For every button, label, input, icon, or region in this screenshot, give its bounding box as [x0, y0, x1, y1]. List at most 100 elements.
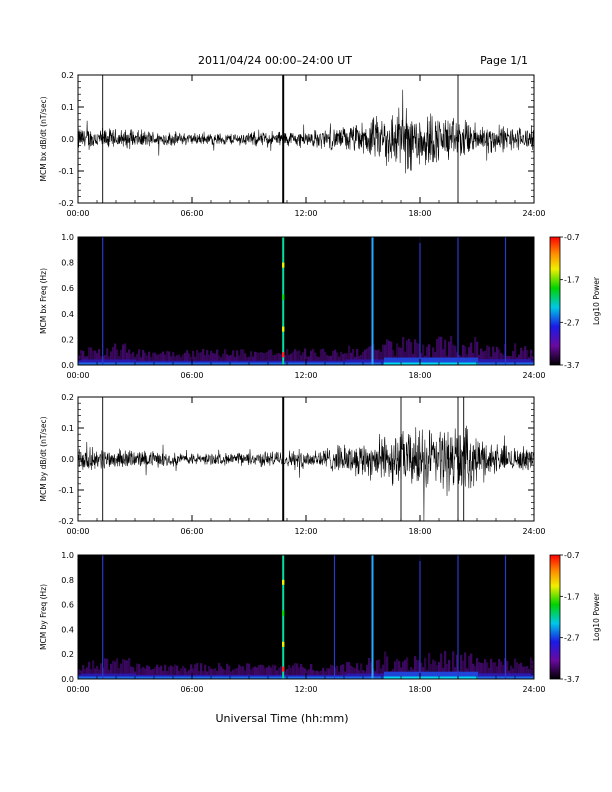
spectral-power-base — [498, 676, 501, 679]
spectral-power — [468, 655, 471, 679]
spectral-power-low — [496, 359, 499, 365]
spectral-power-low — [120, 359, 123, 365]
spectral-power — [292, 351, 295, 365]
spectral-power-low — [498, 359, 501, 365]
spectral-power-base — [316, 676, 319, 679]
spectral-power-low — [126, 359, 129, 365]
spectral-power-base — [160, 362, 163, 365]
spectral-power-low — [396, 357, 399, 365]
page-title: 2011/04/24 00:00–24:00 UT — [198, 54, 352, 67]
spectral-power — [486, 345, 489, 365]
spectral-power-base — [124, 362, 127, 365]
spectral-power-low — [352, 359, 355, 365]
spectral-power — [336, 665, 339, 679]
spectral-power-base — [334, 362, 337, 365]
spectral-power — [432, 659, 435, 679]
spectral-power-base — [436, 362, 439, 365]
spectral-power — [252, 356, 255, 365]
spectral-power — [270, 349, 273, 365]
x-tick-label: 06:00 — [180, 209, 203, 218]
spectral-power-low — [386, 671, 389, 679]
spectral-power-base — [84, 362, 87, 365]
spectral-power-base — [204, 676, 207, 679]
spectral-power-low — [90, 673, 93, 679]
spectral-power-base — [300, 362, 303, 365]
spectral-power-base — [230, 362, 233, 365]
spectral-power-base — [262, 676, 265, 679]
spectral-power — [226, 663, 229, 679]
spectral-power — [82, 664, 85, 679]
spectral-power-low — [390, 671, 393, 679]
spectral-power-base — [294, 676, 297, 679]
spectral-power-base — [508, 676, 511, 679]
y-tick-label: 0.0 — [61, 675, 74, 684]
spectral-power-low — [350, 359, 353, 365]
colorbar-tick-label: -2.7 — [564, 318, 580, 327]
spectral-power-base — [440, 362, 443, 365]
spectral-power-low — [398, 671, 401, 679]
spectral-power-base — [164, 362, 167, 365]
spectral-power — [276, 670, 279, 679]
spectral-power-low — [432, 671, 435, 679]
spectral-power — [368, 346, 371, 365]
spectral-power-base — [156, 676, 159, 679]
spectral-power — [464, 652, 467, 679]
colorbar: -0.7 -1.7 -2.7 -3.7 Log10 Power — [549, 551, 601, 684]
colorbar-label: Log10 Power — [592, 276, 601, 325]
spectral-power-base — [244, 362, 247, 365]
spectral-power — [92, 350, 95, 365]
spectral-power-base — [512, 676, 515, 679]
spectral-power — [186, 350, 189, 365]
spectral-power — [144, 668, 147, 679]
spectral-power — [396, 343, 399, 365]
spectral-power — [104, 658, 107, 679]
spectral-power-base — [424, 676, 427, 679]
spectral-power-base — [330, 362, 333, 365]
spectral-power — [480, 662, 483, 679]
spectral-power — [250, 351, 253, 365]
spectral-power-base — [258, 362, 261, 365]
spectral-power — [354, 668, 357, 679]
spectral-power — [230, 354, 233, 365]
spectral-power-low — [370, 359, 373, 365]
spectral-power-base — [114, 362, 117, 365]
spectral-power-base — [78, 362, 81, 365]
spectral-power — [244, 670, 247, 679]
spectral-power-low — [86, 673, 89, 679]
spectral-power-low — [390, 357, 393, 365]
spectral-power-base — [270, 362, 273, 365]
spectral-power-low — [490, 673, 493, 679]
spectral-power-base — [144, 362, 147, 365]
spectral-power — [502, 664, 505, 679]
spectral-power-base — [390, 676, 393, 679]
spectral-power-base — [332, 676, 335, 679]
spectral-power-base — [216, 362, 219, 365]
spectral-power-base — [162, 676, 165, 679]
spectral-power-low — [92, 673, 95, 679]
spectral-power-base — [330, 676, 333, 679]
spectral-power-low — [406, 357, 409, 365]
spectral-power-base — [90, 362, 93, 365]
spectral-power — [434, 661, 437, 679]
spectral-power-base — [458, 362, 461, 365]
spectral-power — [150, 669, 153, 679]
spectral-power — [206, 350, 209, 365]
spectral-power-base — [150, 676, 153, 679]
event-line-hot — [282, 352, 285, 358]
spectral-power-base — [352, 676, 355, 679]
spectral-power-base — [456, 676, 459, 679]
spectral-power-low — [488, 673, 491, 679]
spectral-power-base — [142, 362, 145, 365]
spectral-power — [448, 660, 451, 679]
spectral-power-low — [398, 357, 401, 365]
spectral-power-base — [354, 362, 357, 365]
spectral-power-low — [516, 673, 519, 679]
spectral-power — [350, 665, 353, 679]
y-tick-label: 0.2 — [61, 71, 74, 80]
spectral-power-base — [136, 362, 139, 365]
spectral-power-low — [520, 673, 523, 679]
spectral-power-low — [380, 359, 383, 365]
spectral-power-low — [438, 671, 441, 679]
x-tick-label: 12:00 — [294, 371, 317, 380]
spectral-power — [204, 664, 207, 679]
